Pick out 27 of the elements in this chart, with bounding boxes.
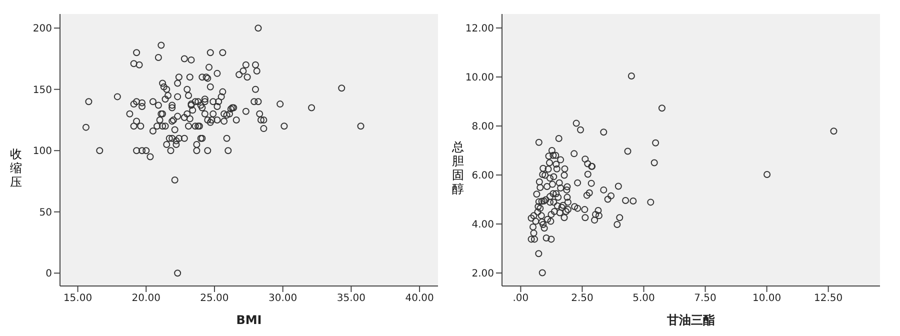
y-tick-label: 2.00 bbox=[472, 268, 494, 280]
y-tick-label: 150 bbox=[32, 84, 52, 96]
x-tick-label: 10.00 bbox=[752, 293, 782, 304]
x-axis-title: 甘油三酯 bbox=[666, 313, 715, 327]
y-tick-label: 4.00 bbox=[472, 220, 494, 231]
y-tick-label: 0 bbox=[46, 268, 52, 280]
y-tick-label: 12.00 bbox=[465, 24, 494, 35]
x-tick-label: .00 bbox=[512, 293, 529, 304]
y-tick-label: 10.00 bbox=[465, 72, 494, 84]
y-tick-label: 100 bbox=[32, 146, 52, 158]
x-tick-label: 5.00 bbox=[632, 293, 655, 304]
y-tick-label: 8.00 bbox=[472, 122, 494, 133]
x-tick-label: 15.00 bbox=[63, 293, 92, 304]
x-tick-label: 2.50 bbox=[571, 293, 594, 304]
y-tick-label: 50 bbox=[39, 207, 52, 218]
x-tick-label: 25.00 bbox=[200, 293, 229, 304]
y-axis-title: 收缩压 bbox=[9, 147, 23, 189]
y-tick-label: 6.00 bbox=[472, 170, 494, 182]
x-axis-title: BMI bbox=[236, 313, 262, 327]
y-tick-label: 200 bbox=[32, 24, 52, 35]
y-axis-title: 总胆固醇 bbox=[451, 140, 465, 196]
x-tick-label: 40.00 bbox=[405, 293, 434, 304]
x-tick-label: 30.00 bbox=[268, 293, 298, 304]
x-tick-label: 7.50 bbox=[694, 293, 716, 304]
x-tick-label: 20.00 bbox=[132, 293, 160, 304]
x-tick-label: 35.00 bbox=[336, 293, 366, 304]
x-tick-label: 12.50 bbox=[814, 293, 843, 304]
